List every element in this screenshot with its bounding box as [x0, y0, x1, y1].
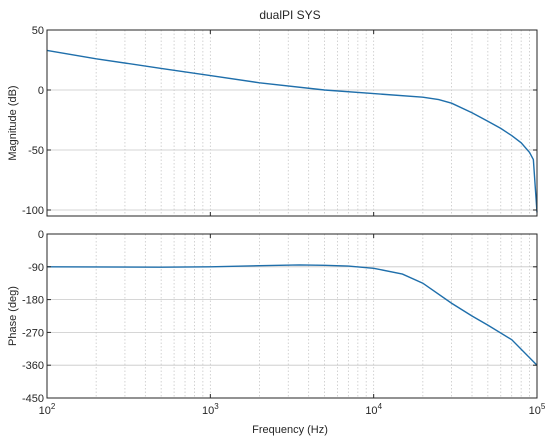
phase-y-axis-label: Phase (deg) [7, 286, 19, 346]
y-tick-label: -180 [22, 295, 44, 307]
y-tick-label: 0 [38, 229, 44, 241]
x-axis-label: Frequency (Hz) [252, 424, 328, 436]
magnitude-series-line [46, 49, 538, 213]
y-tick-label: -450 [22, 393, 44, 405]
x-tick-label: 105 [529, 402, 546, 417]
x-tick-label: 102 [39, 402, 56, 417]
magnitude-axes-frame [46, 29, 538, 217]
magnitude-panel: 50 0 -50 -100 Magnitude (dB) [7, 25, 538, 217]
y-tick-label: -270 [22, 327, 44, 339]
magnitude-y-axis-label: Magnitude (dB) [7, 85, 19, 160]
y-tick-label: -360 [22, 360, 44, 372]
phase-series-line [46, 264, 538, 366]
y-tick-label: -100 [22, 205, 44, 217]
y-tick-label: -90 [28, 262, 44, 274]
x-tick-label: 103 [202, 402, 219, 417]
figure-title: dualPI SYS [259, 8, 320, 22]
y-tick-label: 0 [38, 85, 44, 97]
y-tick-label: 50 [32, 25, 44, 37]
y-tick-label: -50 [28, 145, 44, 157]
phase-axes-frame [46, 233, 538, 399]
x-tick-label: 104 [365, 402, 382, 417]
